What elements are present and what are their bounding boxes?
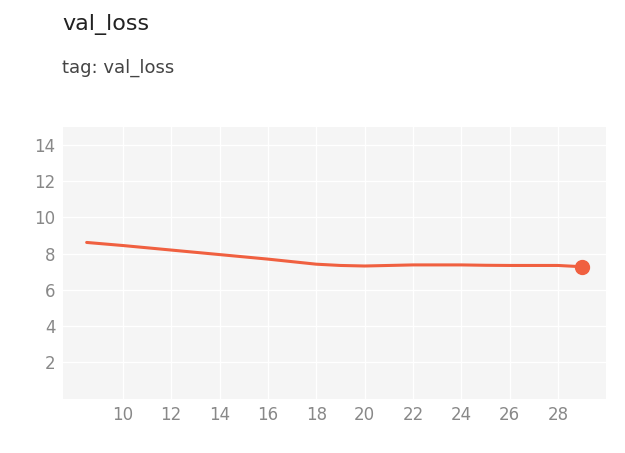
Text: tag: val_loss: tag: val_loss	[62, 59, 175, 77]
Text: val_loss: val_loss	[62, 14, 149, 34]
